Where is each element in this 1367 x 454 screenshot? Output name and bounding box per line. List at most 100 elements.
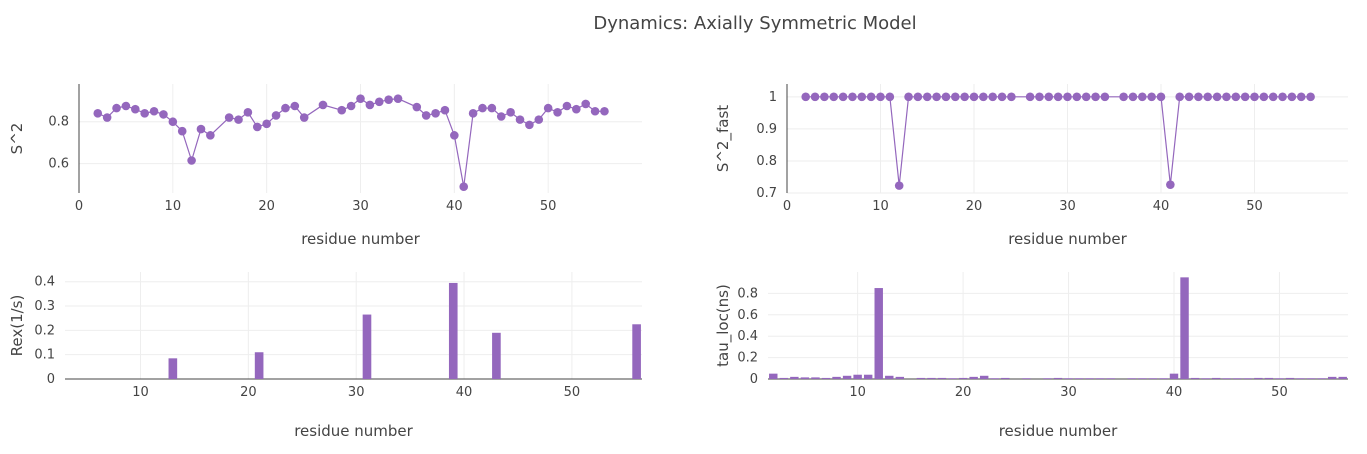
data-point <box>810 92 820 102</box>
data-point <box>102 113 112 122</box>
x-axis-title: residue number <box>294 422 413 440</box>
data-point <box>885 92 895 102</box>
bar <box>362 314 372 379</box>
data-point <box>932 92 941 102</box>
data-point <box>262 119 271 129</box>
bar <box>769 373 778 379</box>
data-point <box>440 105 450 115</box>
data-point <box>1100 92 1110 102</box>
data-point <box>478 103 487 113</box>
data-point <box>1287 92 1297 102</box>
data-point <box>1053 92 1063 102</box>
bar <box>1211 377 1221 379</box>
bar <box>254 352 264 379</box>
data-point <box>1147 92 1156 102</box>
data-point <box>1278 92 1287 102</box>
bar <box>1201 378 1210 379</box>
data-point <box>1222 92 1231 102</box>
data-point <box>1175 92 1184 102</box>
data-point <box>290 101 300 111</box>
data-point <box>1091 92 1100 102</box>
bar <box>916 377 926 379</box>
x-tick-label: 30 <box>1059 199 1076 214</box>
x-tick-label: 0 <box>783 199 791 214</box>
data-point <box>515 115 525 124</box>
data-point <box>904 92 913 102</box>
y-axis-title: Rex(1/s) <box>8 295 26 357</box>
data-point <box>487 103 497 113</box>
x-tick-label: 20 <box>955 385 972 400</box>
y-tick-label: 0.8 <box>737 286 758 301</box>
y-tick-label: 0.6 <box>737 308 758 323</box>
bar <box>948 378 957 379</box>
data-point <box>431 109 440 118</box>
x-axis-title: residue number <box>1008 230 1127 248</box>
bar <box>1306 378 1316 379</box>
data-point <box>140 109 149 118</box>
data-point <box>1119 92 1128 102</box>
bar <box>832 376 841 379</box>
data-point <box>1259 92 1269 102</box>
data-point <box>318 100 328 110</box>
y-tick-label: 0.8 <box>756 154 777 169</box>
data-point <box>159 110 168 119</box>
bar <box>885 375 894 379</box>
bar <box>937 377 947 379</box>
y-tick-label: 0.9 <box>756 122 777 137</box>
x-tick-label: 10 <box>872 199 889 214</box>
data-point <box>365 100 375 110</box>
data-point <box>243 107 253 117</box>
series-line <box>805 96 1311 186</box>
subplot-s2: 0 10 20 30 40 50 0.6 0.8 residue number S^2 <box>8 84 642 248</box>
y-tick-label: 0.8 <box>48 115 69 130</box>
bar <box>1138 378 1147 379</box>
bar <box>853 374 862 379</box>
subplot-s2-fast: 0 10 20 30 40 50 0.7 0.8 0.9 1 residue number S^2_f… <box>714 84 1348 248</box>
bar <box>1327 376 1337 379</box>
series-line <box>97 97 605 187</box>
data-point <box>1250 92 1259 102</box>
data-point <box>969 92 979 102</box>
data-point <box>590 106 600 116</box>
x-tick-label: 0 <box>75 199 83 214</box>
y-tick-label: 1 <box>769 90 777 105</box>
data-point <box>951 92 960 102</box>
data-point <box>1194 92 1203 102</box>
x-tick-label: 20 <box>258 199 275 214</box>
data-point <box>979 92 988 102</box>
bar <box>1296 378 1305 379</box>
bar <box>1254 377 1263 379</box>
data-point <box>271 111 281 120</box>
bar <box>800 377 810 379</box>
data-point <box>1072 92 1082 102</box>
data-point <box>1035 92 1044 102</box>
data-point <box>941 92 951 102</box>
y-tick-label: 0.4 <box>34 275 55 290</box>
bar <box>1064 378 1073 379</box>
data-point <box>829 92 839 102</box>
bar <box>632 324 641 379</box>
bar <box>1190 377 1200 379</box>
y-tick-label: 0.2 <box>34 323 55 338</box>
data-point <box>121 101 131 111</box>
bar <box>1106 378 1115 379</box>
bar <box>1264 377 1274 379</box>
data-point <box>177 126 187 136</box>
x-tick-label: 20 <box>240 385 257 400</box>
data-point <box>1268 92 1278 102</box>
y-tick-label: 0.7 <box>756 186 777 201</box>
bar <box>1275 378 1284 379</box>
bar <box>1169 373 1179 379</box>
bar <box>1285 377 1295 379</box>
x-tick-label: 50 <box>564 385 581 400</box>
y-tick-label: 0.1 <box>34 348 55 363</box>
data-point <box>1081 92 1091 102</box>
data-point <box>572 104 581 114</box>
data-point <box>960 92 969 102</box>
data-point <box>876 92 885 102</box>
bar <box>1127 378 1137 379</box>
bar <box>1095 378 1105 379</box>
bar <box>1053 377 1063 379</box>
data-point <box>112 103 121 113</box>
data-point <box>252 122 262 132</box>
